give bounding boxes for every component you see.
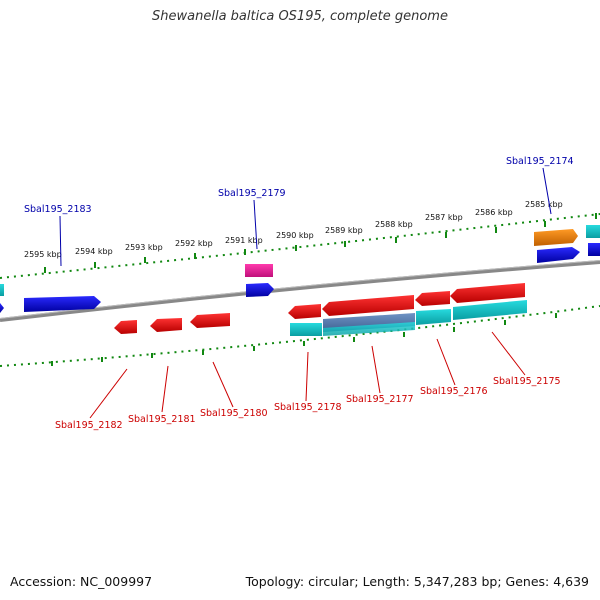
gene-sbal195-2175[interactable] — [450, 283, 525, 303]
gene-sbal195-2174[interactable] — [537, 247, 580, 263]
scale-label: 2587 kbp — [425, 213, 463, 222]
gene-sbal195-2182[interactable] — [114, 320, 137, 334]
gene-label[interactable]: Sbal195_2183 — [24, 204, 92, 215]
scale-labels: 2595 kbp 2594 kbp 2593 kbp 2592 kbp 2591… — [24, 200, 563, 259]
gene-sbal195-2183[interactable] — [24, 296, 101, 312]
gene-label[interactable]: Sbal195_2177 — [346, 394, 414, 405]
gene-sbal195-2178[interactable] — [288, 304, 321, 319]
upper-scale-arc — [0, 213, 600, 279]
gene-label[interactable]: Sbal195_2176 — [420, 386, 488, 397]
scale-label: 2595 kbp — [24, 250, 62, 259]
gene-label[interactable]: Sbal195_2174 — [506, 156, 574, 167]
genome-summary-text: Topology: circular; Length: 5,347,283 bp… — [245, 574, 589, 589]
rna-feature[interactable] — [245, 264, 273, 277]
gene-label[interactable]: Sbal195_2175 — [493, 376, 561, 387]
genome-backbone — [0, 260, 600, 322]
cog-band — [290, 300, 527, 336]
scale-label: 2591 kbp — [225, 236, 263, 245]
lower-scale-ticks — [51, 313, 557, 366]
gene-sbal195-2180[interactable] — [190, 313, 230, 328]
gene-sbal195-2181[interactable] — [150, 318, 182, 332]
cog-orange-feature[interactable] — [534, 229, 578, 246]
lower-scale-arc — [0, 305, 600, 367]
gene-label[interactable]: Sbal195_2182 — [55, 420, 123, 431]
scale-label: 2594 kbp — [75, 247, 113, 256]
scale-label: 2588 kbp — [375, 220, 413, 229]
gene-partial-left[interactable] — [0, 284, 4, 313]
gene-label[interactable]: Sbal195_2179 — [218, 188, 286, 199]
gene-label[interactable]: Sbal195_2180 — [200, 408, 268, 419]
scale-label: 2592 kbp — [175, 239, 213, 248]
map-title: Shewanella baltica OS195, complete genom… — [152, 9, 448, 24]
scale-label: 2586 kbp — [475, 208, 513, 217]
gene-sbal195-2177[interactable] — [322, 295, 414, 316]
gene-sbal195-2176[interactable] — [415, 291, 450, 306]
gene-sbal195-2179[interactable] — [246, 283, 274, 297]
scale-label: 2593 kbp — [125, 243, 163, 252]
scale-label: 2589 kbp — [325, 226, 363, 235]
scale-label: 2585 kbp — [525, 200, 563, 209]
scale-label: 2590 kbp — [276, 231, 314, 240]
upper-scale-ticks — [44, 213, 597, 273]
accession-text: Accession: NC_009997 — [10, 574, 153, 589]
gene-label[interactable]: Sbal195_2181 — [128, 414, 196, 425]
gene-label[interactable]: Sbal195_2178 — [274, 402, 342, 413]
gene-partial-right[interactable] — [586, 225, 600, 256]
label-leaders — [59, 167, 552, 419]
